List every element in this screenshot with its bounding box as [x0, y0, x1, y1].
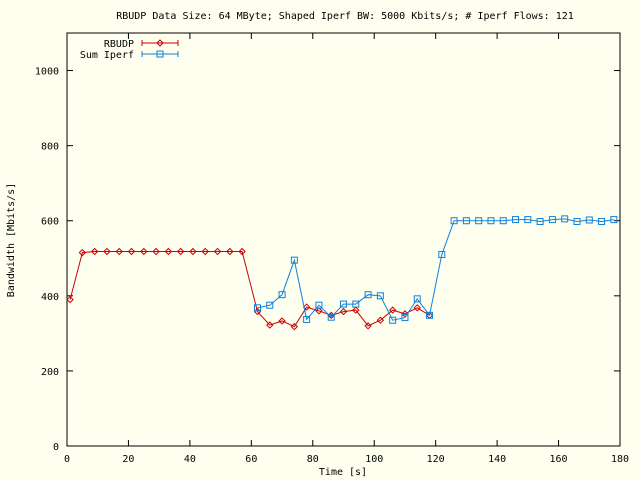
iperf-point: [561, 215, 569, 223]
rbudp-point: [189, 247, 197, 256]
legend-label-iperf: Sum Iperf: [80, 50, 134, 61]
x-tick-label: 180: [611, 454, 629, 465]
iperf-point: [278, 291, 286, 299]
y-tick-label: 400: [41, 292, 59, 303]
iperf-point: [536, 217, 544, 225]
x-tick-label: 120: [427, 454, 445, 465]
y-axis: 0 200 400 600 800 1000: [35, 67, 620, 453]
x-tick-label: 40: [184, 454, 196, 465]
iperf-point: [266, 301, 274, 309]
rbudp-point: [213, 247, 222, 256]
rbudp-point: [140, 247, 148, 256]
rbudp-point: [201, 247, 209, 256]
iperf-point: [389, 316, 397, 324]
iperf-point: [598, 217, 606, 225]
x-tick-label: 140: [488, 454, 506, 465]
y-tick-label: 200: [41, 367, 59, 378]
rbudp-point: [176, 247, 185, 256]
rbudp-point: [226, 247, 234, 256]
y-tick-label: 1000: [35, 67, 59, 78]
iperf-point: [512, 216, 520, 224]
rbudp-point: [364, 322, 372, 330]
iperf-line: [257, 218, 614, 321]
x-axis: 0 20 40 60 80 100 120 140 160 180: [64, 33, 629, 465]
rbudp-point: [90, 247, 99, 256]
rbudp-point: [238, 247, 246, 256]
iperf-point: [364, 291, 372, 299]
rbudp-point: [156, 39, 164, 47]
rbudp-point: [115, 247, 123, 256]
iperf-point: [413, 295, 421, 303]
iperf-point: [499, 217, 507, 225]
iperf-point: [352, 300, 360, 308]
iperf-point: [438, 251, 446, 259]
y-tick-label: 800: [41, 142, 59, 153]
series-layer: [66, 215, 618, 331]
iperf-point: [475, 217, 483, 225]
rbudp-point: [315, 307, 323, 315]
iperf-point: [253, 304, 261, 312]
rbudp-point: [290, 322, 299, 331]
rbudp-point: [278, 317, 286, 325]
legend-label-rbudp: RBUDP: [104, 39, 134, 50]
iperf-point: [303, 315, 311, 323]
rbudp-series: [66, 247, 434, 331]
iperf-point: [426, 311, 434, 319]
rbudp-point: [266, 321, 274, 329]
iperf-point: [573, 217, 581, 225]
rbudp-point: [78, 248, 87, 257]
rbudp-point: [376, 316, 385, 324]
iperf-point: [327, 313, 335, 321]
chart-title: RBUDP Data Size: 64 MByte; Shaped Iperf …: [116, 11, 574, 22]
y-tick-label: 600: [41, 217, 59, 228]
rbudp-point: [103, 247, 111, 256]
rbudp-point: [352, 306, 360, 314]
rbudp-point: [302, 303, 311, 311]
x-axis-label: Time [s]: [319, 467, 367, 478]
x-tick-label: 20: [122, 454, 134, 465]
rbudp-point: [413, 304, 421, 312]
iperf-point: [462, 217, 470, 225]
x-tick-label: 160: [550, 454, 568, 465]
rbudp-point: [339, 307, 348, 316]
iperf-point: [401, 314, 409, 322]
y-tick-label: 0: [53, 442, 59, 453]
iperf-point: [340, 300, 347, 308]
iperf-point: [585, 216, 593, 224]
x-tick-label: 60: [245, 454, 257, 465]
rbudp-point: [66, 295, 74, 304]
iperf-point: [450, 217, 458, 225]
rbudp-point: [127, 247, 136, 256]
rbudp-point: [152, 247, 160, 256]
iperf-point: [156, 50, 164, 58]
iperf-point: [376, 292, 384, 300]
y-axis-label: Bandwidth [Mbits/s]: [6, 183, 17, 297]
x-tick-label: 0: [64, 454, 70, 465]
rbudp-point: [388, 306, 397, 314]
x-tick-label: 100: [365, 454, 383, 465]
iperf-point: [610, 216, 618, 224]
iperf-point: [524, 216, 532, 224]
iperf-point: [315, 301, 323, 309]
iperf-point: [290, 256, 298, 264]
iperf-point: [548, 216, 556, 224]
iperf-point: [487, 217, 495, 225]
x-tick-label: 80: [307, 454, 319, 465]
iperf-series: [253, 215, 618, 324]
rbudp-point: [164, 247, 173, 256]
plot-frame: [66, 32, 621, 447]
